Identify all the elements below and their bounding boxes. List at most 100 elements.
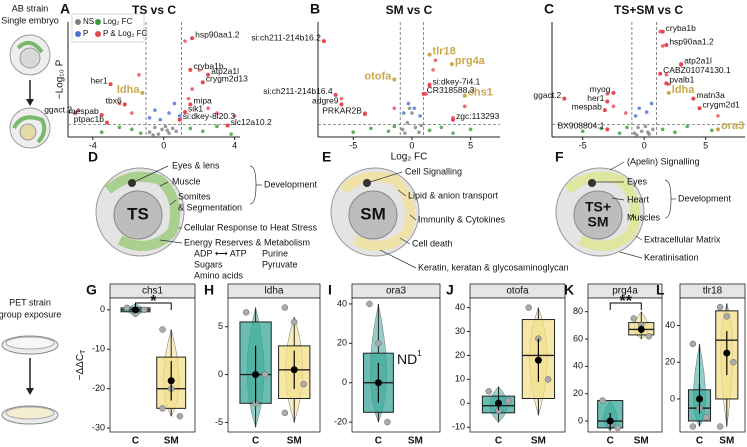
x-tick-label: 0 — [161, 140, 166, 150]
legend-label: P & Log₂ FC — [103, 29, 148, 38]
y-tick-label: 0 — [460, 398, 465, 408]
point — [163, 124, 168, 129]
group-dish-icon — [1, 335, 59, 425]
point — [649, 101, 654, 106]
data-point — [730, 358, 737, 366]
point — [427, 128, 432, 133]
gene-label: tbx6 — [106, 96, 122, 106]
point — [170, 126, 175, 131]
y-tick-label: 0 — [342, 377, 347, 387]
gene-label: si:ch211-214b16.4 — [263, 86, 333, 96]
point — [130, 111, 134, 115]
labelled-point — [321, 39, 326, 44]
diagram-text: Eyes — [627, 176, 648, 186]
mean — [290, 366, 298, 374]
legend-swatch — [75, 19, 81, 25]
leader-lines — [369, 171, 417, 269]
x-tick-label: -4 — [89, 140, 97, 150]
point — [153, 125, 157, 130]
data-point — [261, 371, 269, 378]
labelled-point — [660, 29, 665, 34]
y-tick-label: -30 — [92, 422, 105, 432]
gene-label: PRKAR2B — [322, 105, 362, 115]
y-axis-label: −ΔΔCT — [75, 349, 87, 380]
point — [183, 39, 187, 43]
mean — [495, 399, 502, 407]
data-point — [375, 340, 382, 347]
embryo-label: SM — [360, 204, 386, 223]
diagram-text: Muscles — [627, 212, 661, 222]
point — [147, 130, 152, 135]
y-tick-label: 80 — [573, 306, 583, 316]
y-tick-label: 40 — [455, 302, 465, 312]
gene-label: atp2a1l — [684, 55, 712, 65]
gene-label: her1 — [91, 76, 108, 86]
point — [407, 106, 412, 111]
data-point — [525, 304, 532, 311]
y-tick-label: 60 — [573, 333, 583, 343]
labelled-point — [611, 90, 616, 95]
labelled-point — [333, 92, 338, 97]
point — [186, 96, 191, 101]
embryo-label: TS+ — [585, 199, 611, 215]
panel-letter: D — [88, 149, 98, 165]
gene-label: si:dkey-8l20.3 — [183, 111, 236, 121]
y-tick-label: -5 — [215, 417, 223, 427]
point — [633, 114, 638, 118]
diagram-text: Energy Reserves & Metabolism — [184, 237, 310, 247]
gene-label: cryba1b — [666, 23, 697, 33]
single-embryo-icon — [9, 34, 51, 149]
y-tick-label: 30 — [455, 326, 465, 336]
point — [413, 125, 418, 130]
gene-label: tlr18 — [433, 45, 456, 57]
panel-letter: B — [310, 1, 320, 17]
data-point — [300, 380, 307, 388]
point — [439, 125, 444, 130]
diagram-text: Cell death — [412, 238, 453, 248]
data-point — [599, 397, 606, 404]
panel-letter: C — [544, 1, 554, 17]
mean — [534, 356, 542, 364]
data-point — [723, 313, 731, 320]
gene-label: ldha — [117, 84, 140, 96]
point — [639, 129, 644, 134]
gene-label: otofa — [364, 70, 392, 82]
significance: ** — [620, 293, 633, 310]
data-point — [485, 388, 493, 395]
gene-label: myog — [590, 84, 611, 94]
x-tick-label: 5 — [468, 140, 473, 150]
y-tick-label: 0 — [100, 304, 105, 314]
gene-label: matn3a — [696, 90, 725, 100]
point — [617, 131, 622, 135]
point — [418, 114, 422, 118]
x-tick-label: C — [252, 436, 259, 447]
chart-title: ldha — [265, 286, 284, 297]
y-axis-label: −Log₁₀ P — [55, 59, 66, 99]
point — [716, 114, 720, 118]
point — [605, 92, 610, 96]
data-point — [645, 333, 653, 340]
x-tick-label: 5 — [703, 140, 708, 150]
labelled-point — [451, 117, 456, 122]
mean — [723, 349, 731, 357]
diagram-text: Heart — [627, 194, 650, 204]
data-point — [689, 340, 697, 348]
x-tick-label: C — [696, 436, 703, 447]
data-point — [140, 306, 148, 314]
point — [406, 101, 411, 106]
point — [451, 131, 455, 135]
panel-letter: G — [86, 282, 97, 298]
point — [190, 87, 194, 91]
point — [138, 131, 143, 135]
diagram-text: ADP ⟷ ATP — [194, 248, 247, 258]
mean — [696, 395, 703, 403]
gene-label: pvalb1 — [669, 75, 694, 85]
data-point — [716, 303, 724, 311]
point — [599, 126, 603, 131]
panel-letter: H — [204, 282, 214, 298]
labelled-point — [679, 62, 684, 67]
labelled-point — [666, 90, 671, 95]
point — [611, 104, 616, 109]
y-tick-label: 40 — [573, 361, 583, 371]
labelled-point — [188, 67, 193, 72]
